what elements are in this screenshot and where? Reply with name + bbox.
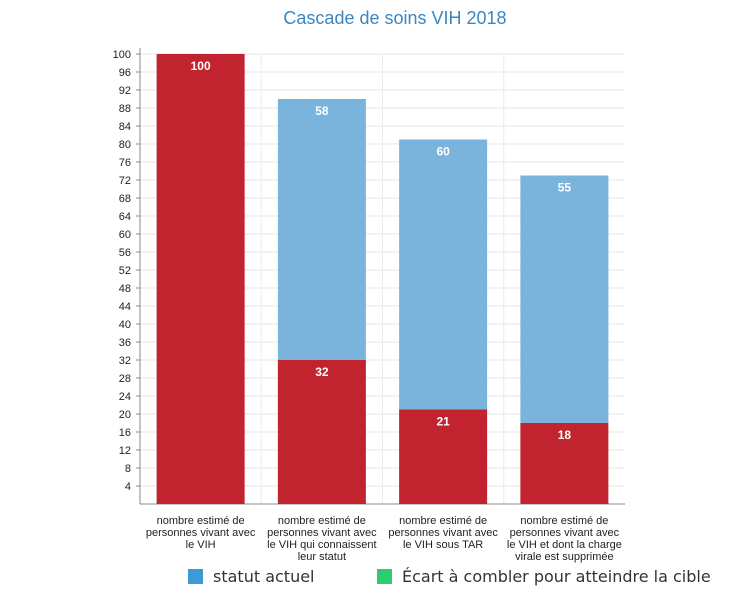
y-tick-label: 88: [119, 103, 131, 115]
y-tick-label: 36: [119, 337, 131, 349]
y-tick-label: 100: [113, 49, 131, 61]
y-tick-label: 40: [119, 319, 131, 331]
y-tick-label: 64: [119, 211, 131, 223]
y-tick-label: 44: [119, 301, 131, 313]
x-category-label: nombre estimé de personnes vivant avec l…: [388, 515, 498, 551]
legend-label-statut: statut actuel: [213, 566, 315, 586]
y-tick-label: 80: [119, 139, 131, 151]
bar-data-label: 18: [558, 428, 572, 442]
bar-segment: [399, 139, 488, 410]
bar-segment: [520, 423, 609, 504]
legend-item-ecart[interactable]: Écart à combler pour atteindre la cible: [377, 564, 711, 588]
y-tick-label: 60: [119, 229, 131, 241]
bar-segment: [277, 360, 366, 504]
y-tick-label: 52: [119, 265, 131, 277]
bar-data-label: 21: [436, 415, 450, 429]
y-tick-label: 28: [119, 373, 131, 385]
y-tick-label: 56: [119, 247, 131, 259]
y-tick-label: 96: [119, 67, 131, 79]
legend-swatch-statut: [188, 568, 203, 584]
bar-segment: [277, 99, 366, 360]
y-tick-label: 48: [119, 283, 131, 295]
bar-segment: [399, 409, 488, 504]
y-tick-label: 8: [125, 463, 131, 475]
y-tick-label: 20: [119, 409, 131, 421]
y-tick-label: 16: [119, 427, 131, 439]
y-tick-label: 72: [119, 175, 131, 187]
x-category-label: nombre estimé de personnes vivant avec l…: [145, 515, 256, 551]
chart-title: Cascade de soins VIH 2018: [283, 8, 507, 28]
bar-data-label: 100: [191, 59, 211, 73]
bar-data-label: 55: [558, 181, 572, 195]
y-tick-label: 32: [119, 355, 131, 367]
y-tick-label: 76: [119, 157, 131, 169]
x-category-label: nombre estimé de personnes vivant avec l…: [506, 515, 622, 563]
bar-segment: [520, 175, 609, 423]
bar-segment: [156, 54, 245, 504]
bar-data-label: 58: [315, 104, 329, 118]
bar-data-label: 60: [436, 145, 450, 159]
bar-data-label: 32: [315, 365, 329, 379]
legend-item-statut[interactable]: statut actuel: [188, 564, 315, 588]
x-category-label: nombre estimé de personnes vivant avec l…: [267, 515, 377, 563]
y-tick-label: 4: [125, 481, 131, 493]
y-tick-label: 92: [119, 85, 131, 97]
y-tick-label: 68: [119, 193, 131, 205]
y-tick-label: 24: [119, 391, 131, 403]
y-tick-label: 84: [119, 121, 131, 133]
y-tick-label: 12: [119, 445, 131, 457]
legend-swatch-ecart: [377, 568, 392, 584]
legend-label-ecart: Écart à combler pour atteindre la cible: [402, 566, 711, 586]
